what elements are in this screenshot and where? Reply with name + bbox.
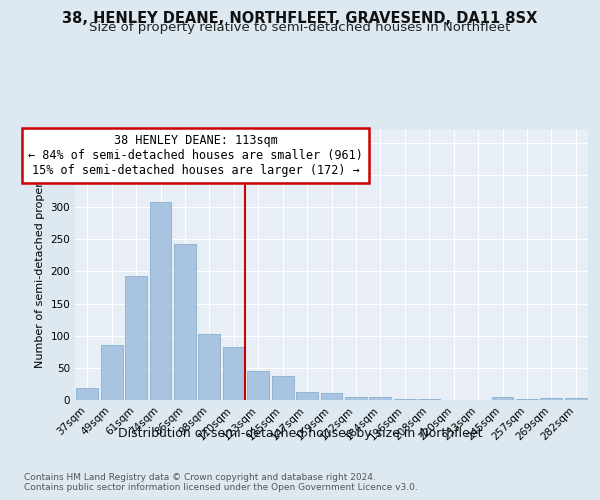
Bar <box>345 397 367 400</box>
Bar <box>174 244 196 400</box>
Bar <box>491 397 514 400</box>
Bar <box>320 393 343 400</box>
Bar <box>125 276 147 400</box>
Bar <box>370 397 391 400</box>
Bar <box>199 334 220 400</box>
Bar <box>541 398 562 400</box>
Bar <box>516 398 538 400</box>
Text: Contains public sector information licensed under the Open Government Licence v3: Contains public sector information licen… <box>24 482 418 492</box>
Text: 38 HENLEY DEANE: 113sqm
← 84% of semi-detached houses are smaller (961)
15% of s: 38 HENLEY DEANE: 113sqm ← 84% of semi-de… <box>28 134 363 177</box>
Bar <box>296 392 318 400</box>
Bar <box>149 202 172 400</box>
Y-axis label: Number of semi-detached properties: Number of semi-detached properties <box>35 162 45 368</box>
Text: Size of property relative to semi-detached houses in Northfleet: Size of property relative to semi-detach… <box>89 21 511 34</box>
Bar <box>272 376 293 400</box>
Bar <box>223 346 245 400</box>
Text: Contains HM Land Registry data © Crown copyright and database right 2024.: Contains HM Land Registry data © Crown c… <box>24 472 376 482</box>
Bar <box>76 388 98 400</box>
Bar <box>101 346 122 400</box>
Text: 38, HENLEY DEANE, NORTHFLEET, GRAVESEND, DA11 8SX: 38, HENLEY DEANE, NORTHFLEET, GRAVESEND,… <box>62 11 538 26</box>
Text: Distribution of semi-detached houses by size in Northfleet: Distribution of semi-detached houses by … <box>118 428 482 440</box>
Bar <box>565 398 587 400</box>
Bar <box>247 371 269 400</box>
Bar <box>394 398 416 400</box>
